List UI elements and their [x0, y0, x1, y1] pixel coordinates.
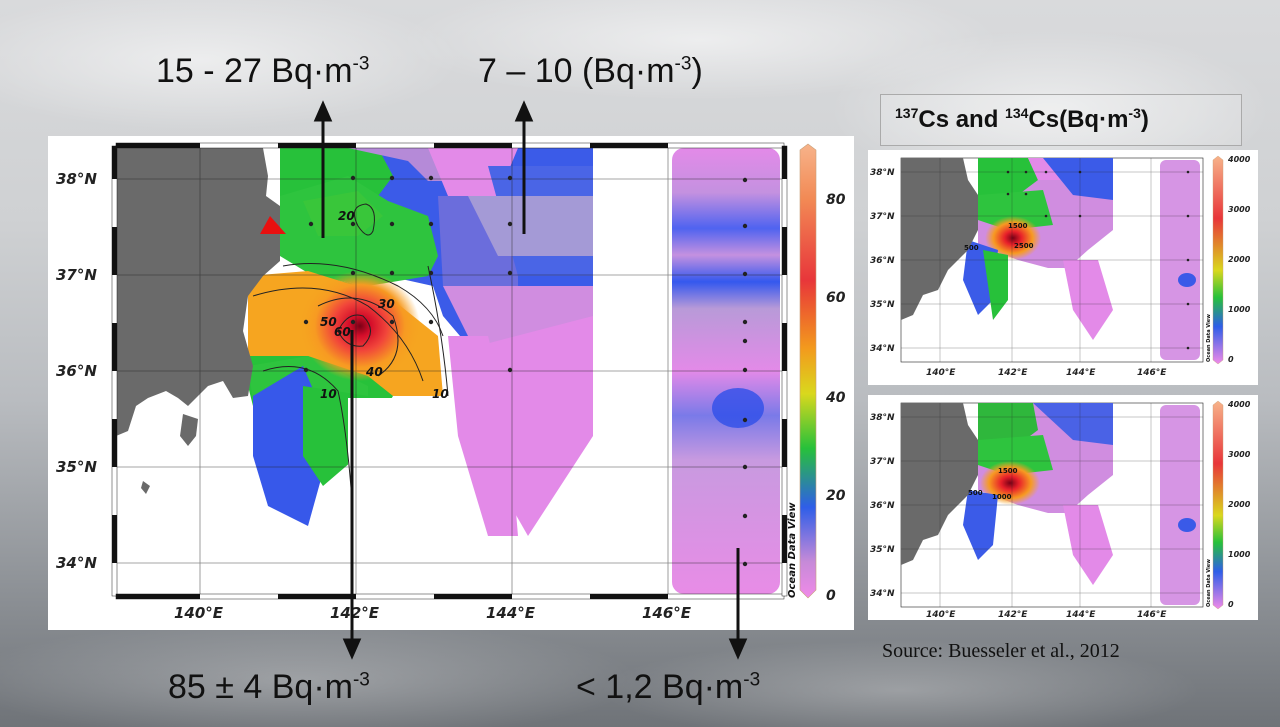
lat-label: 35°N [870, 300, 895, 310]
lat-label: 34°N [870, 589, 895, 599]
side-title: 137Cs and 134Cs(Bq·m-3) [895, 105, 1149, 133]
colorbar-label: 3000 [1228, 450, 1251, 459]
label-bottom-right: < 1,2 Bq·m-3 [576, 668, 761, 706]
colorbar-labels: 80 60 40 20 0 [825, 192, 846, 604]
main-map: 20 30 50 60 40 10 10 [56, 142, 846, 622]
lat-label: 37°N [870, 457, 895, 467]
contour-lines [252, 203, 449, 517]
colorbar-label: 4000 [1227, 155, 1251, 164]
lon-label: 140°E [926, 368, 956, 378]
lon-label: 146°E [642, 604, 692, 622]
lon-label: 142°E [998, 610, 1028, 620]
small-map-134cs-chart: 1500 500 1000 38°N 37°N 36°N 35°N 34°N 1… [870, 400, 1251, 620]
contour-label: 60 [334, 325, 351, 339]
contour-label: 1500 [1008, 222, 1028, 230]
colorbar-label: 0 [1228, 355, 1234, 364]
lat-label: 38°N [56, 170, 97, 188]
grid-lines [116, 146, 784, 596]
colorbar-label: 4000 [1227, 400, 1251, 409]
lat-axis: 38°N 37°N 36°N 35°N 34°N [56, 170, 97, 572]
lat-label: 35°N [870, 545, 895, 555]
lat-label: 36°N [870, 501, 895, 511]
fukushima-marker-icon [260, 216, 286, 234]
colorbar-label: 1000 [1228, 550, 1251, 559]
colorbar-label: 2000 [1228, 500, 1251, 509]
lat-label: 36°N [870, 256, 895, 266]
contour-label: 500 [968, 489, 983, 497]
contour-label: 500 [964, 244, 979, 252]
lat-label: 34°N [56, 554, 97, 572]
colorbar-label: 3000 [1228, 205, 1251, 214]
lon-axis: 140°E 142°E 144°E 146°E [174, 604, 692, 622]
side-title-box: 137Cs and 134Cs(Bq·m-3) [880, 94, 1242, 146]
frame-scale-bars [111, 142, 788, 600]
lat-label: 38°N [870, 413, 895, 423]
colorbar-label: 80 [826, 192, 846, 208]
label-bottom-left: 85 ± 4 Bq·m-3 [168, 668, 370, 706]
contour-label: 30 [378, 297, 395, 311]
contour-label: 20 [338, 209, 355, 223]
small-map-137cs-chart: 1500 500 2500 38°N 37°N 36°N 35°N 34°N 1… [870, 155, 1251, 378]
contour-labels: 20 30 50 60 40 10 10 [320, 209, 449, 401]
ocean-data-view-watermark: Ocean Data View [1206, 559, 1212, 607]
contour-label: 50 [320, 315, 337, 329]
small-map-137cs: 1500 500 2500 38°N 37°N 36°N 35°N 34°N 1… [868, 150, 1258, 385]
land-japan-coast [116, 148, 280, 436]
source-citation: Source: Buesseler et al., 2012 [882, 640, 1120, 662]
sample-stations [303, 175, 748, 567]
contour-label: 10 [320, 387, 337, 401]
colorbar-label: 1000 [1228, 305, 1251, 314]
lat-label: 38°N [870, 168, 895, 178]
ocean-data-view-watermark: Ocean Data View [787, 502, 798, 598]
contour-label: 10 [432, 387, 449, 401]
lon-label: 144°E [1066, 368, 1096, 378]
colorbar-label: 2000 [1228, 255, 1251, 264]
contour-label: 1000 [992, 493, 1012, 501]
colorbar-label: 0 [1228, 600, 1234, 609]
colorbar-label: 0 [826, 588, 836, 604]
lon-label: 144°E [486, 604, 536, 622]
ocean-data-view-watermark: Ocean Data View [1206, 314, 1212, 362]
lon-label: 146°E [1137, 610, 1167, 620]
contour-label: 2500 [1014, 242, 1034, 250]
colorbar-label: 60 [826, 290, 846, 306]
label-top-left: 15 - 27 Bq·m-3 [156, 52, 370, 90]
lat-label: 35°N [56, 458, 97, 476]
lon-label: 142°E [998, 368, 1028, 378]
colorbar-label: 20 [826, 488, 846, 504]
lat-label: 37°N [56, 266, 97, 284]
colorbar [799, 143, 817, 599]
lat-label: 37°N [870, 212, 895, 222]
lon-label: 142°E [330, 604, 380, 622]
contour-label: 1500 [998, 467, 1018, 475]
small-map-134cs: 1500 500 1000 38°N 37°N 36°N 35°N 34°N 1… [868, 395, 1258, 620]
lon-label: 140°E [926, 610, 956, 620]
lon-label: 146°E [1137, 368, 1167, 378]
lat-label: 34°N [870, 344, 895, 354]
lat-label: 36°N [56, 362, 97, 380]
contour-label: 40 [365, 365, 383, 379]
main-map-panel: 20 30 50 60 40 10 10 [48, 136, 854, 630]
label-top-right: 7 – 10 (Bq·m-3) [478, 52, 703, 90]
lon-label: 144°E [1066, 610, 1096, 620]
lon-label: 140°E [174, 604, 224, 622]
colorbar-label: 40 [825, 390, 846, 406]
